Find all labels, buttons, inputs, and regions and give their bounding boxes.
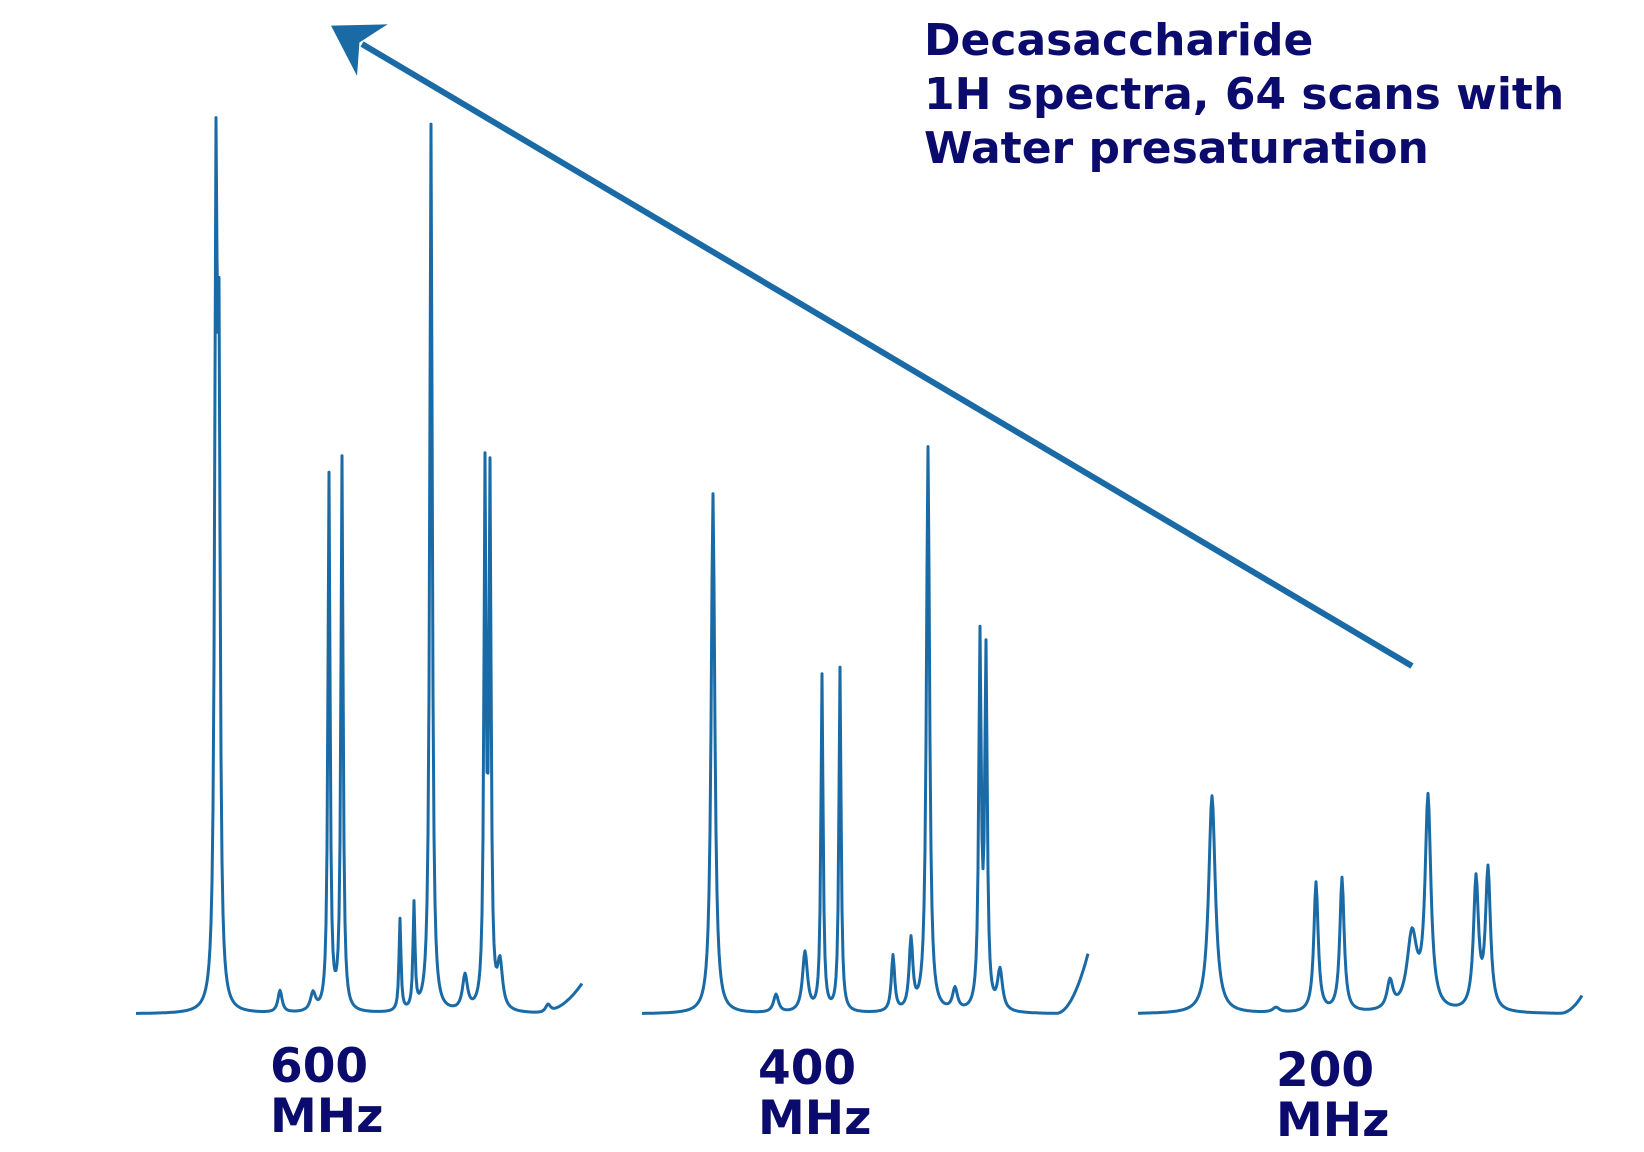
spectrum-200-trace (1137, 791, 1584, 1015)
freq-value: 600 (270, 1039, 369, 1094)
title-line-2: 1H spectra, 64 scans with (924, 69, 1565, 120)
freq-value: 400 (758, 1041, 857, 1096)
freq-unit: MHz (1276, 1093, 1390, 1148)
resolution-trend-arrow (331, 24, 1414, 669)
spectrum-400-trace (641, 445, 1090, 1015)
freq-unit: MHz (270, 1089, 384, 1144)
title-line-1: Decasaccharide (924, 15, 1314, 66)
label-200-mhz: 200 MHz (1276, 1046, 1389, 1146)
label-600-mhz: 600 MHz (270, 1042, 383, 1142)
spectrum-600-trace (135, 116, 584, 1015)
freq-unit: MHz (758, 1091, 872, 1146)
freq-value: 200 (1276, 1043, 1375, 1098)
title-line-3: Water presaturation (924, 123, 1429, 174)
label-400-mhz: 400 MHz (758, 1044, 871, 1144)
figure-title: Decasaccharide 1H spectra, 64 scans with… (924, 14, 1564, 176)
